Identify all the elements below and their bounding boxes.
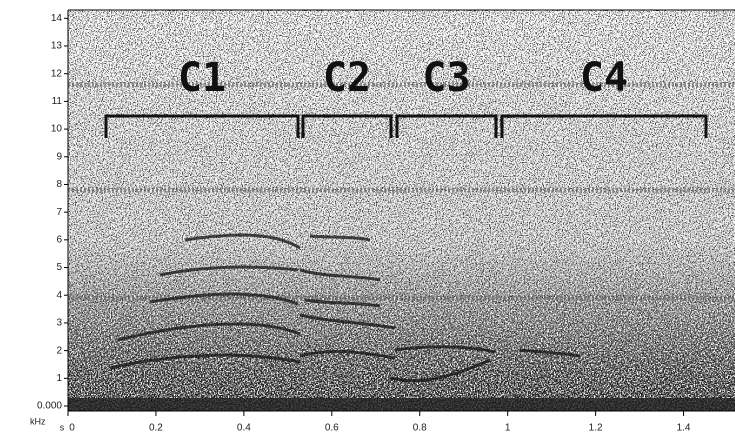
floor-band (68, 398, 735, 411)
x-tick-label: 0.2 (149, 423, 163, 434)
harmonic-trace (304, 298, 381, 308)
harmonic-trace (389, 358, 491, 383)
x-tick-label: 0 (69, 423, 75, 434)
y-tick-label: 3 (56, 318, 62, 329)
harmonic-trace (159, 265, 299, 277)
x-tick-label: 0.6 (325, 423, 339, 434)
x-tick-label: 0.4 (237, 423, 251, 434)
y-tick-label: 11 (52, 96, 63, 107)
spectrogram-image (68, 10, 735, 411)
segment-label: C1 (178, 55, 226, 101)
harmonic-trace (394, 345, 496, 354)
bracket (104, 114, 300, 138)
harmonic-trace (184, 233, 301, 250)
segment-label: C3 (422, 55, 470, 101)
harmonic-trace (299, 350, 396, 360)
y-tick-label: 9 (56, 151, 62, 162)
harmonic-trace (149, 292, 299, 306)
y-tick-label: 5 (56, 262, 62, 273)
x-tick-label: 1 (505, 423, 511, 434)
y-tick-label: 7 (56, 207, 62, 218)
y-tick-label: 14 (51, 13, 63, 24)
noise-dense (68, 10, 735, 411)
segment-label: C2 (323, 55, 371, 101)
bracket (301, 114, 393, 138)
harmonic-trace (109, 353, 301, 370)
y-tick-label: 4 (56, 290, 62, 301)
y-tick-label: 1 (56, 373, 62, 384)
y-tick-label: 8 (56, 179, 62, 190)
x-tick-label: 1.2 (589, 423, 603, 434)
y-tick-label: 12 (51, 68, 63, 79)
x-tick-label: 0.8 (413, 423, 427, 434)
y-tick-label: 13 (51, 41, 63, 52)
y-axis-label: kHz (30, 416, 46, 426)
x-tick-label: 1.4 (677, 423, 691, 434)
harmonic-trace (117, 322, 301, 342)
y-tick-label: 0.000 (37, 401, 62, 412)
y-tick-label: 10 (51, 124, 63, 135)
harmonic-trace (519, 348, 581, 358)
harmonic-trace (299, 313, 396, 330)
bracket (395, 114, 498, 138)
y-tick-label: 6 (56, 234, 62, 245)
harmonic-trace (299, 268, 381, 282)
harmonic-trace (309, 234, 371, 242)
segment-label: C4 (580, 55, 628, 101)
x-axis-label: s (60, 422, 65, 432)
y-tick-label: 2 (56, 345, 62, 356)
bracket (500, 114, 708, 138)
